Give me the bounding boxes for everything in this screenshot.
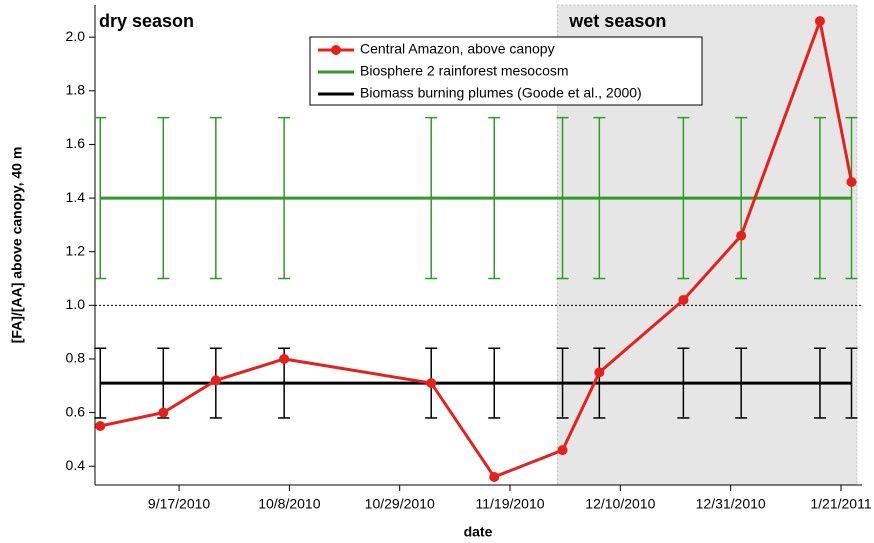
- y-tick-label: 2.0: [66, 28, 86, 44]
- marker: [210, 375, 221, 386]
- y-tick-label: 1.6: [66, 135, 86, 151]
- marker: [594, 367, 605, 378]
- x-tick-label: 1/21/2011: [810, 496, 871, 512]
- marker: [814, 16, 825, 27]
- y-tick-label: 1.8: [66, 82, 86, 98]
- x-tick-label: 12/10/2010: [585, 496, 655, 512]
- annotation: dry season: [99, 11, 194, 31]
- marker: [736, 230, 747, 241]
- y-tick-label: 1.4: [66, 189, 86, 205]
- y-tick-label: 1.2: [66, 242, 86, 258]
- y-tick-label: 0.8: [66, 350, 86, 366]
- marker: [489, 471, 500, 482]
- x-tick-label: 12/31/2010: [696, 496, 766, 512]
- y-tick-label: 0.6: [66, 403, 86, 419]
- x-tick-label: 9/17/2010: [148, 496, 210, 512]
- marker: [678, 294, 689, 305]
- marker: [426, 378, 437, 389]
- legend-marker: [331, 45, 341, 55]
- x-tick-label: 11/19/2010: [476, 496, 545, 512]
- marker: [557, 445, 568, 456]
- marker: [846, 176, 857, 187]
- legend-label: Central Amazon, above canopy: [360, 41, 555, 57]
- marker: [158, 407, 169, 418]
- x-tick-label: 10/8/2010: [258, 496, 320, 512]
- marker: [95, 421, 106, 432]
- y-axis-label: [FA]/[AA] above canopy, 40 m: [9, 147, 25, 344]
- y-tick-label: 1.0: [66, 296, 86, 312]
- legend-label: Biomass burning plumes (Goode et al., 20…: [360, 85, 642, 101]
- x-axis-label: date: [464, 524, 493, 540]
- marker: [279, 353, 290, 364]
- legend-box: [309, 36, 703, 106]
- annotation: wet season: [568, 11, 666, 31]
- x-tick-label: 10/29/2010: [365, 496, 435, 512]
- y-tick-label: 0.4: [66, 457, 86, 473]
- series-line: [99, 15, 853, 479]
- legend-label: Biosphere 2 rainforest mesocosm: [360, 63, 569, 79]
